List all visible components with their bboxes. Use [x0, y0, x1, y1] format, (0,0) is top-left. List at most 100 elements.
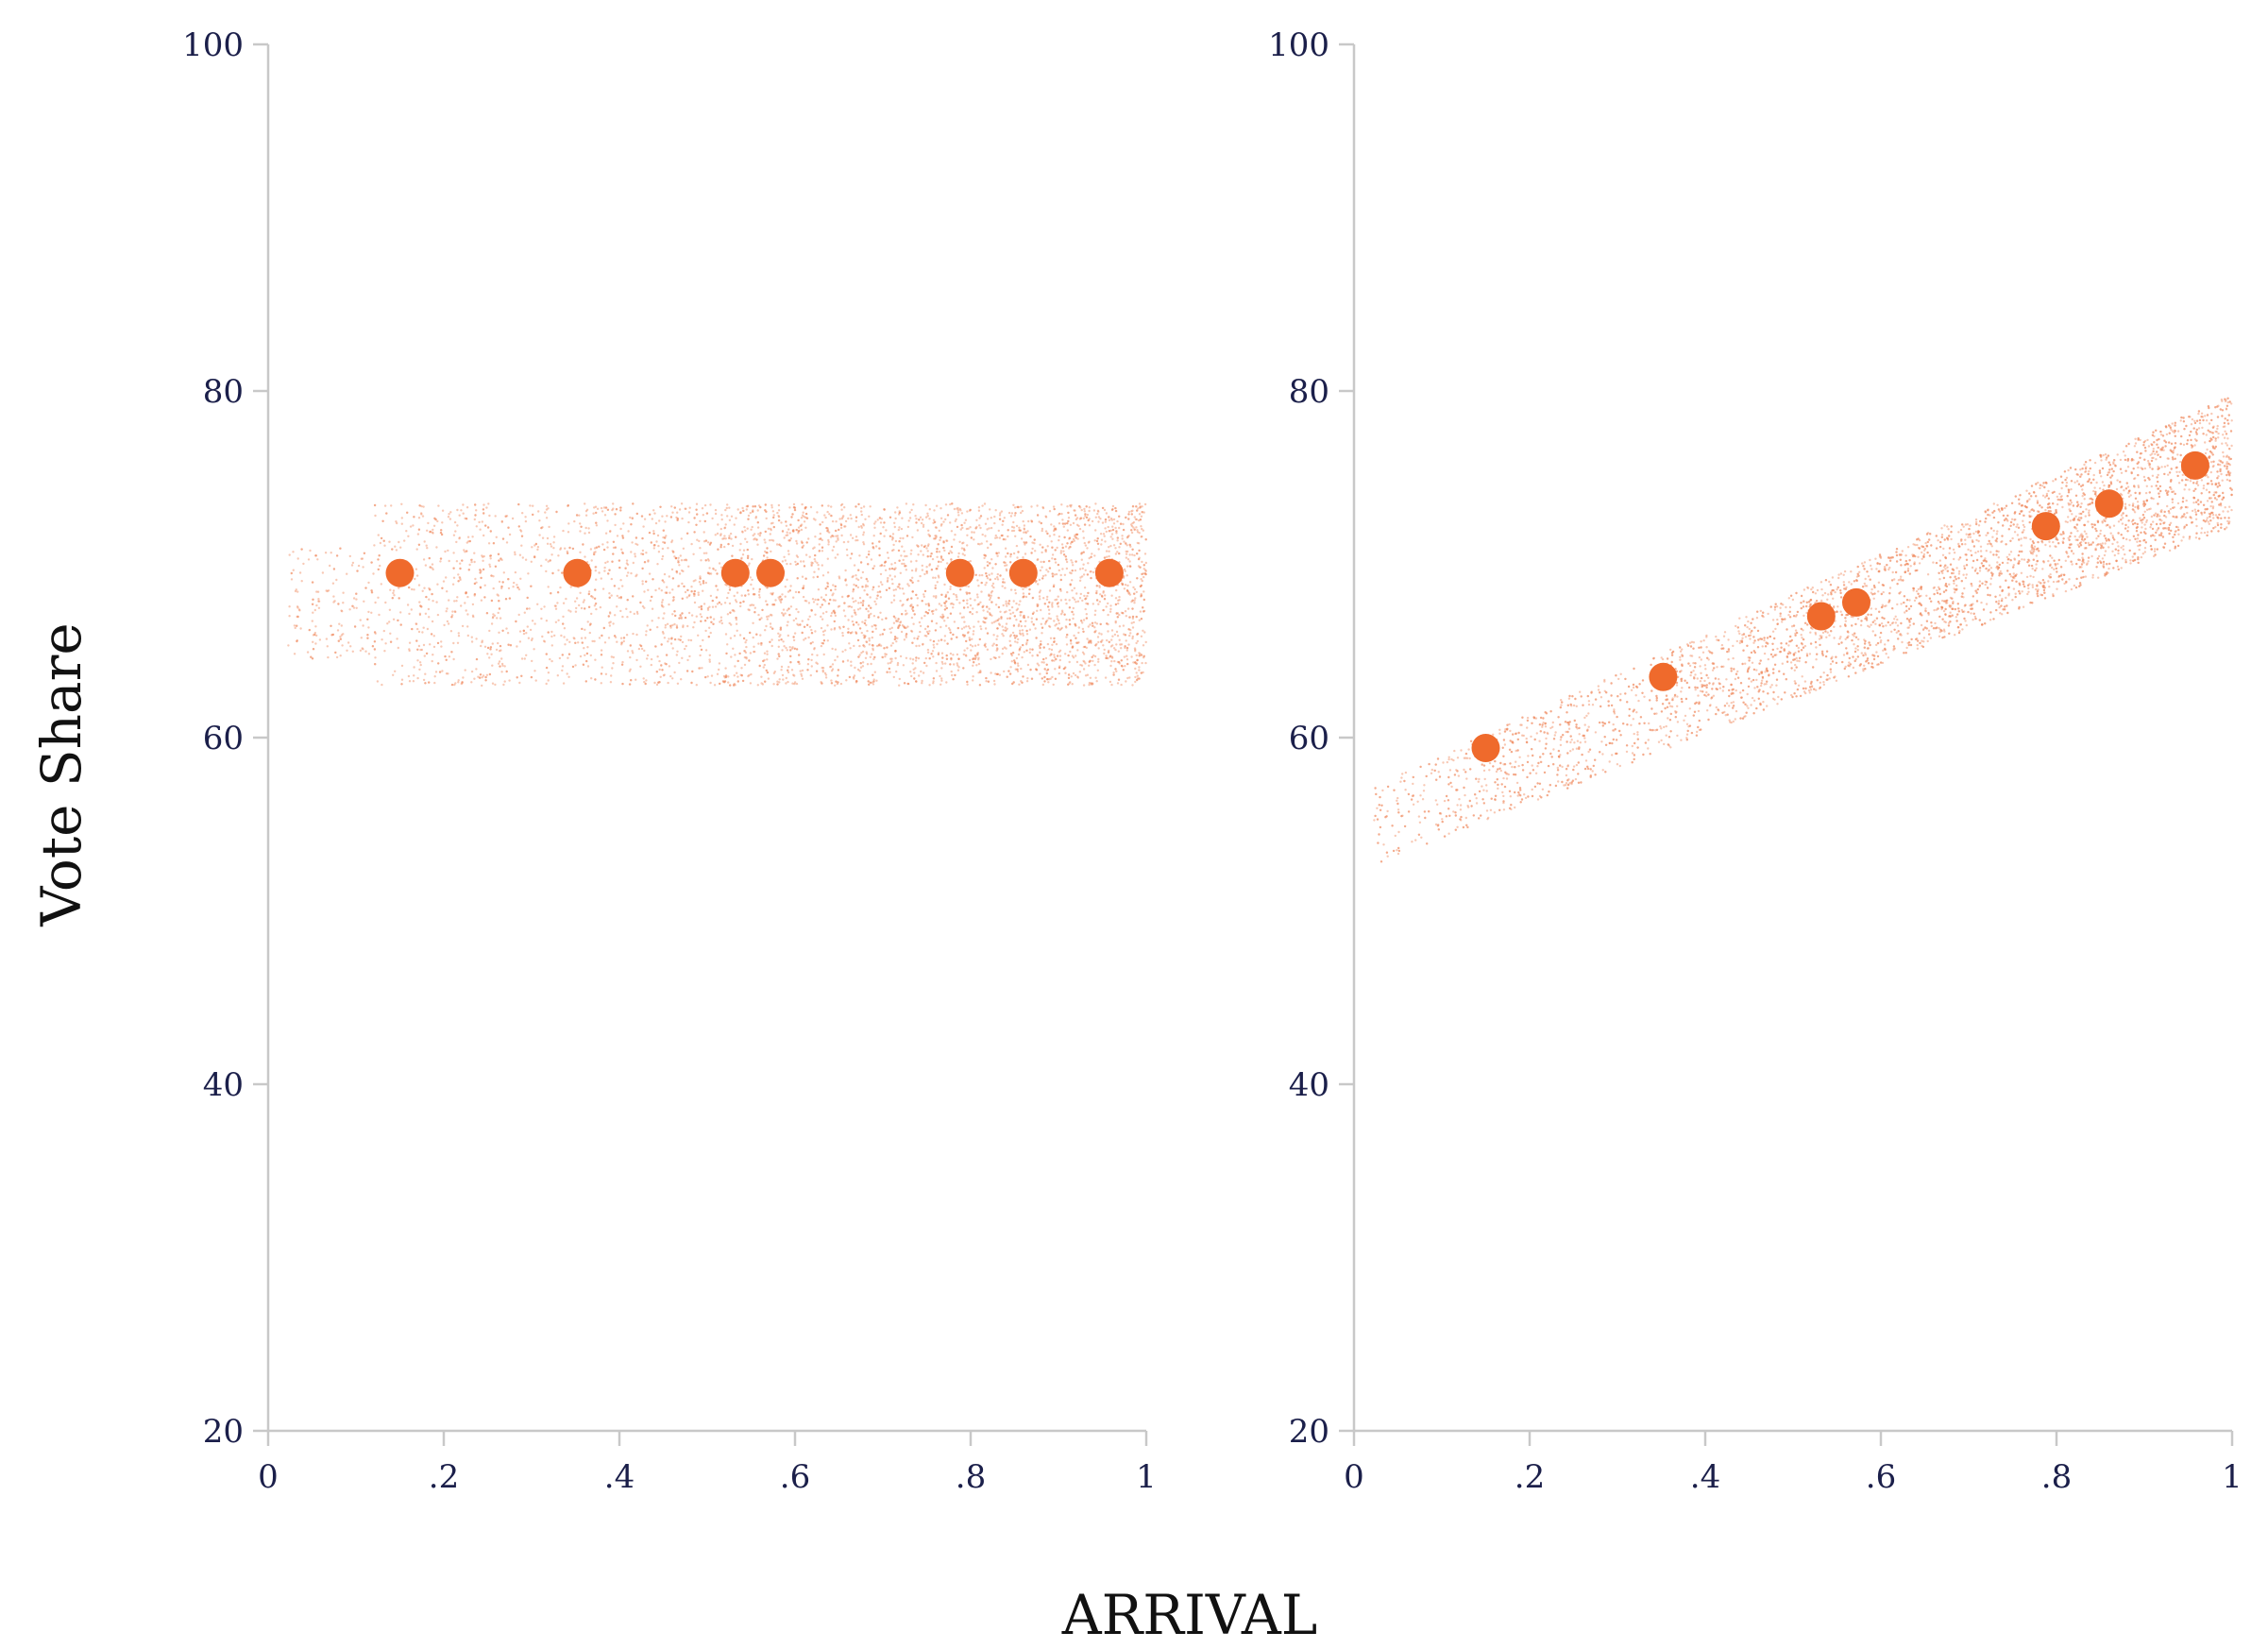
cloud-point — [941, 558, 944, 561]
cloud-point — [470, 558, 473, 561]
cloud-point — [1120, 643, 1124, 646]
cloud-point — [883, 521, 886, 524]
cloud-point — [798, 654, 801, 656]
cloud-point — [1125, 680, 1127, 683]
cloud-point — [943, 639, 946, 642]
cloud-point — [1142, 606, 1144, 609]
cloud-point — [846, 553, 849, 557]
cloud-point — [829, 598, 832, 602]
cloud-point — [996, 672, 1000, 675]
cloud-point — [973, 644, 977, 647]
cloud-point — [488, 629, 491, 633]
cloud-point — [853, 644, 855, 648]
cloud-point — [613, 585, 617, 587]
cloud-point — [731, 609, 734, 612]
cloud-point — [684, 590, 687, 594]
cloud-point — [1089, 676, 1092, 679]
cloud-point — [452, 657, 455, 661]
cloud-point — [754, 517, 757, 519]
cloud-point — [994, 656, 997, 659]
cloud-point — [957, 552, 960, 555]
cloud-point — [850, 664, 853, 667]
cloud-point — [990, 657, 992, 661]
cloud-point — [577, 641, 580, 644]
cloud-point — [709, 594, 713, 598]
cloud-point — [1077, 641, 1080, 644]
cloud-point — [1120, 582, 1124, 585]
cloud-point — [1071, 579, 1074, 582]
cloud-point — [675, 626, 679, 629]
cloud-point — [1080, 664, 1084, 667]
cloud-point — [1021, 509, 1024, 513]
cloud-point — [915, 518, 918, 520]
cloud-point — [980, 627, 983, 631]
cloud-point — [747, 554, 750, 557]
cloud-point — [699, 667, 702, 670]
cloud-point — [821, 550, 824, 552]
cloud-point — [432, 635, 435, 638]
cloud-point — [747, 514, 751, 518]
cloud-point — [989, 612, 991, 615]
cloud-point — [810, 658, 813, 662]
cloud-point — [794, 590, 798, 594]
cloud-point — [698, 539, 701, 543]
cloud-point — [817, 588, 821, 591]
cloud-point — [466, 634, 469, 638]
cloud-point — [1020, 505, 1023, 508]
cloud-point — [879, 521, 883, 524]
cloud-point — [561, 665, 565, 668]
cloud-point — [590, 612, 593, 616]
cloud-point — [724, 674, 728, 677]
cloud-point — [826, 530, 829, 533]
cloud-point — [600, 506, 603, 510]
cloud-point — [892, 588, 895, 591]
cloud-point — [1080, 552, 1083, 555]
cloud-point — [814, 518, 817, 521]
cloud-point — [1038, 578, 1041, 582]
cloud-point — [1105, 656, 1109, 659]
cloud-point — [561, 654, 564, 656]
cloud-point — [892, 675, 895, 679]
cloud-point — [984, 535, 987, 537]
cloud-point — [1038, 520, 1041, 523]
cloud-point — [999, 610, 1002, 613]
cloud-point — [1114, 597, 1118, 600]
cloud-point — [634, 552, 636, 555]
cloud-point — [484, 675, 487, 679]
cloud-point — [672, 551, 675, 553]
cloud-point — [855, 574, 857, 577]
cloud-point — [1050, 523, 1053, 526]
cloud-point — [915, 559, 918, 563]
cloud-point — [758, 587, 761, 591]
cloud-point — [908, 511, 911, 514]
cloud-point — [823, 672, 827, 674]
cloud-point — [1142, 568, 1145, 570]
cloud-point — [778, 654, 781, 658]
cloud-point — [1086, 573, 1090, 576]
cloud-point — [840, 502, 844, 506]
cloud-point — [466, 613, 469, 616]
cloud-point — [695, 684, 698, 687]
cloud-point — [780, 521, 783, 524]
cloud-point — [1059, 613, 1063, 616]
cloud-point — [752, 636, 754, 639]
cloud-point — [1071, 610, 1074, 614]
cloud-point — [636, 543, 639, 546]
cloud-point — [990, 526, 993, 530]
cloud-point — [789, 537, 792, 540]
cloud-point — [1049, 677, 1052, 680]
cloud-point — [816, 603, 819, 605]
cloud-point — [1133, 516, 1137, 518]
cloud-point — [1005, 610, 1007, 613]
cloud-point — [337, 639, 340, 642]
cloud-point — [413, 666, 415, 669]
cloud-point — [1100, 640, 1103, 643]
cloud-point — [898, 583, 901, 586]
cloud-point — [1041, 661, 1043, 664]
cloud-point — [462, 512, 465, 515]
cloud-point — [517, 613, 520, 617]
cloud-point — [1129, 565, 1132, 568]
cloud-point — [985, 581, 988, 585]
cloud-point — [855, 536, 858, 538]
cloud-point — [450, 616, 453, 619]
